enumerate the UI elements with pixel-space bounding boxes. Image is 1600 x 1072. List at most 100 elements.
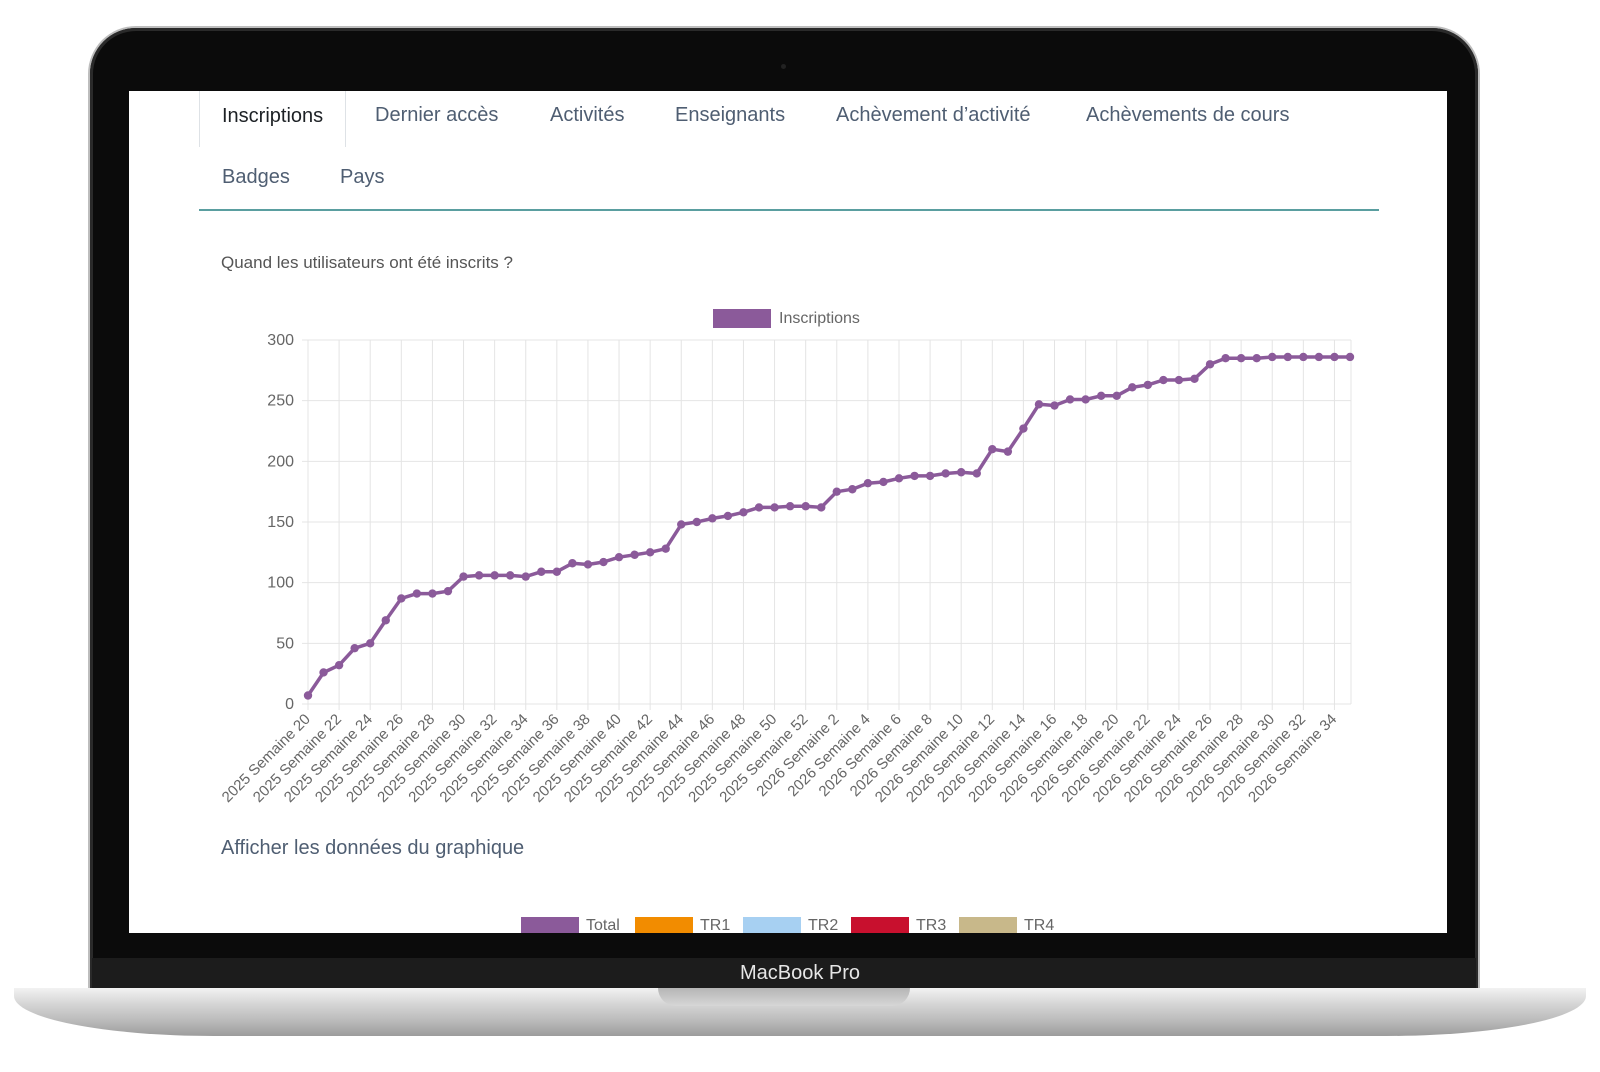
chart-legend: Inscriptions [713, 309, 860, 328]
data-point [1221, 354, 1230, 363]
legend-label: Inscriptions [779, 310, 860, 327]
data-point [1159, 375, 1168, 385]
tab-achevements-cours[interactable]: Achèvements de cours [1086, 104, 1290, 126]
data-point [1190, 374, 1199, 384]
data-point [1128, 383, 1137, 392]
data-point [770, 503, 779, 512]
data-point [925, 471, 935, 481]
show-chart-data-link[interactable]: Afficher les données du graphique [221, 837, 525, 859]
data-point [381, 616, 390, 625]
y-tick-label: 0 [285, 696, 294, 713]
tab-activites[interactable]: Activités [550, 104, 625, 126]
data-point [397, 594, 406, 603]
data-point [1143, 380, 1153, 390]
tab-badges[interactable]: Badges [222, 166, 290, 188]
data-point [692, 517, 702, 527]
tab-inscriptions[interactable]: Inscriptions [199, 91, 347, 147]
data-point [863, 478, 873, 488]
data-point [848, 485, 857, 494]
legend-label: TR1 [700, 917, 731, 933]
data-point [972, 469, 981, 478]
data-point [412, 589, 422, 598]
data-point [645, 548, 655, 557]
data-point [474, 571, 484, 580]
y-axis-ticks: 0 50 100 150 200 250 300 [267, 332, 294, 713]
series-line [306, 355, 1350, 697]
data-point [1268, 352, 1277, 362]
data-point [1112, 391, 1121, 401]
data-point [785, 502, 795, 511]
data-point [754, 503, 764, 512]
data-point [894, 474, 904, 483]
data-point [661, 544, 670, 553]
data-point [1205, 360, 1215, 369]
data-point [521, 572, 530, 581]
laptop-chin [92, 958, 1476, 988]
data-point [505, 571, 515, 580]
data-point [583, 560, 593, 569]
data-point [459, 572, 468, 581]
data-point [1003, 447, 1013, 456]
y-tick-label: 100 [267, 575, 294, 592]
laptop-notch [658, 988, 910, 1006]
tab-enseignants[interactable]: Enseignants [675, 104, 786, 126]
legend-label: Total [586, 917, 620, 933]
tab-achevement-activite[interactable]: Achèvement d’activité [836, 104, 1031, 126]
legend-swatch [851, 917, 909, 933]
data-point [1019, 424, 1028, 433]
data-point [677, 520, 686, 529]
tab-dernier-acces[interactable]: Dernier accès [375, 104, 499, 126]
legend-swatch [635, 917, 693, 933]
data-point [1283, 352, 1292, 362]
data-point [1096, 391, 1106, 401]
y-tick-label: 50 [276, 635, 294, 652]
data-point [956, 468, 966, 477]
chart-series [303, 352, 1355, 700]
data-point [1330, 352, 1339, 362]
data-point [1050, 401, 1059, 410]
data-point [1345, 352, 1355, 362]
data-point [366, 639, 375, 648]
data-point [941, 469, 950, 478]
legend-label: TR3 [916, 917, 947, 933]
legend-swatch [713, 309, 771, 328]
data-point [428, 589, 437, 598]
data-point [879, 477, 888, 487]
data-point [1065, 395, 1075, 404]
data-point [350, 643, 359, 653]
data-point [334, 660, 344, 670]
data-point [490, 571, 499, 580]
data-point [801, 502, 810, 511]
data-point [1034, 400, 1044, 409]
data-point [537, 567, 546, 576]
camera-icon [781, 64, 786, 69]
data-point [832, 487, 841, 496]
data-point [552, 567, 562, 576]
data-point [630, 550, 639, 559]
screen: Inscriptions Dernier accès Activités Ens… [129, 91, 1447, 933]
data-point [723, 511, 733, 521]
data-point [708, 514, 717, 523]
data-point [1252, 354, 1261, 363]
tab-pays[interactable]: Pays [340, 166, 385, 188]
chart-grid [302, 339, 1352, 710]
data-point [568, 559, 577, 568]
y-tick-label: 300 [267, 332, 294, 349]
data-point [988, 445, 997, 454]
data-point [1174, 375, 1184, 385]
y-tick-label: 150 [267, 514, 294, 531]
data-point [739, 508, 748, 517]
legend-swatch [959, 917, 1017, 933]
data-point [1236, 354, 1246, 363]
chart-question-title: Quand les utilisateurs ont été inscrits … [221, 253, 513, 272]
data-point [910, 471, 919, 481]
data-point [1299, 352, 1308, 362]
y-tick-label: 250 [267, 393, 294, 410]
data-point [599, 557, 608, 567]
data-point [1081, 395, 1090, 404]
report-tabs: Inscriptions Dernier accès Activités Ens… [199, 91, 1379, 211]
data-point [319, 668, 328, 677]
legend-label: TR4 [1024, 917, 1055, 933]
